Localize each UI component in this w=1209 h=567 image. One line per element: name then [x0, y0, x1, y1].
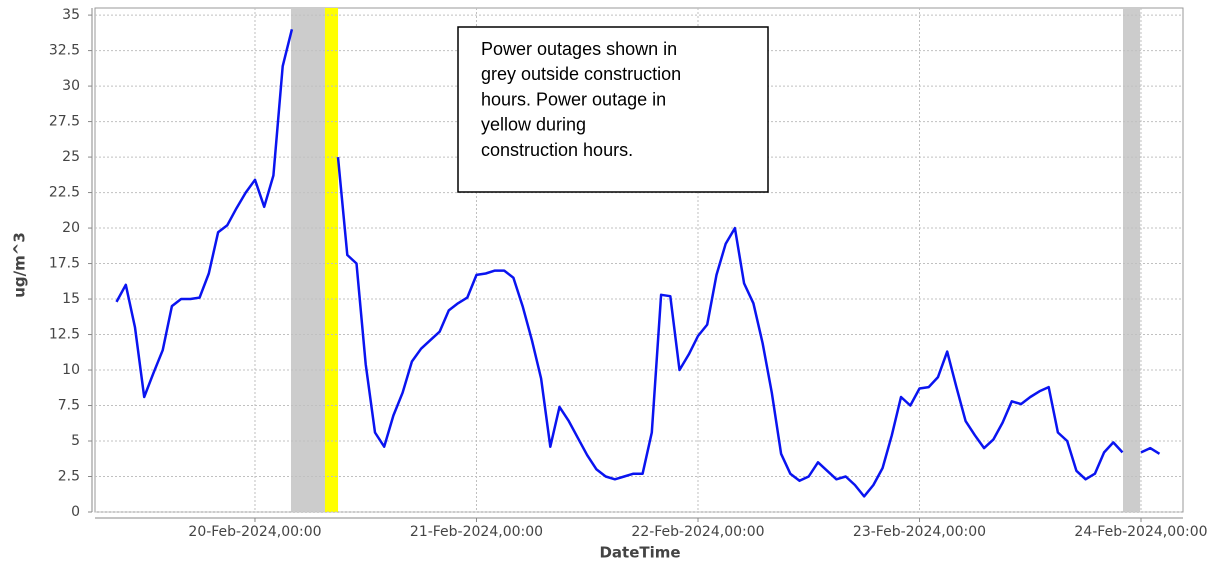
y-tick-label: 17.5	[49, 256, 80, 272]
line-layer	[115, 28, 1161, 498]
y-tick-label: 20	[62, 220, 80, 236]
y-tick-label: 27.5	[49, 114, 80, 130]
annotation-box	[457, 26, 769, 193]
y-tick-label: 32.5	[49, 43, 80, 59]
x-tick-label: 23-Feb-2024,00:00	[853, 524, 986, 540]
y-tick-label: 25	[62, 149, 80, 165]
y-tick-label: 15	[62, 291, 80, 307]
x-axis-label: DateTime	[599, 544, 680, 562]
annotation-line: hours. Power outage in	[481, 89, 666, 109]
x-tick-label: 24-Feb-2024,00:00	[1074, 524, 1207, 540]
y-tick-label: 10	[62, 362, 80, 378]
annotation: Power outages shown in grey outside const…	[481, 39, 681, 160]
y-tick-label: 30	[62, 78, 80, 94]
y-tick-label: 2.5	[58, 469, 80, 485]
y-axis-label: ug/m^3	[11, 232, 29, 298]
y-tick-label: 12.5	[49, 327, 80, 343]
x-tick-label: 21-Feb-2024,00:00	[410, 524, 543, 540]
data-line	[115, 28, 1161, 498]
annotation-line: Power outages shown in	[481, 39, 677, 59]
outage-layer	[290, 8, 1141, 512]
y-tick-label: 7.5	[58, 398, 80, 414]
y-tick-label: 0	[71, 504, 80, 520]
outage-band	[324, 8, 339, 512]
y-tick-label: 35	[62, 7, 80, 23]
annotation-line: grey outside construction	[481, 64, 681, 84]
outage-band	[1123, 8, 1141, 512]
x-tick-label: 22-Feb-2024,00:00	[631, 524, 764, 540]
annotation-line: yellow during	[481, 115, 586, 135]
outage-band	[290, 8, 325, 512]
y-tick-label: 5	[71, 433, 80, 449]
annotation-line: construction hours.	[481, 140, 633, 160]
y-tick-label: 22.5	[49, 185, 80, 201]
x-tick-label: 20-Feb-2024,00:00	[188, 524, 321, 540]
